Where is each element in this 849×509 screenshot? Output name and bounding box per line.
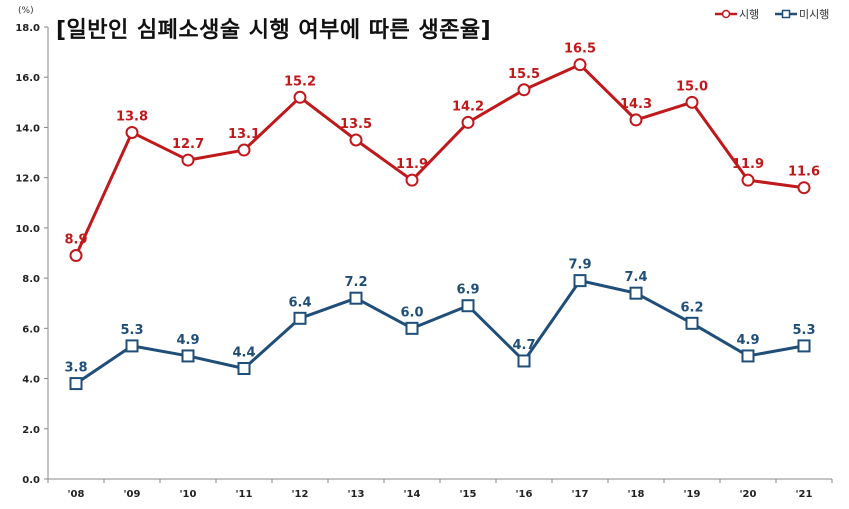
data-point xyxy=(461,299,475,313)
legend-item-series-1: 미시행 xyxy=(775,6,829,22)
data-label: 6.9 xyxy=(456,283,479,298)
data-label: 13.1 xyxy=(228,127,260,142)
data-label: 4.4 xyxy=(232,346,255,361)
data-point xyxy=(125,339,139,353)
data-point xyxy=(405,321,419,335)
data-point xyxy=(517,354,531,368)
data-point xyxy=(181,153,195,167)
x-tick-label: '17 xyxy=(572,489,589,500)
data-point xyxy=(405,173,419,187)
series-line-0 xyxy=(74,63,805,257)
y-tick-label: 8.0 xyxy=(22,274,40,285)
chart-title: [일반인 심폐소생술 시행 여부에 따른 생존율] xyxy=(56,18,492,43)
y-tick-label: 14.0 xyxy=(15,123,40,134)
y-unit-label: (%) xyxy=(18,6,34,16)
legend-marker-circle-icon xyxy=(715,9,737,19)
data-label: 15.2 xyxy=(284,74,316,89)
data-point xyxy=(629,286,643,300)
data-point xyxy=(237,143,251,157)
x-tick-label: '08 xyxy=(68,489,85,500)
x-tick-label: '09 xyxy=(124,489,141,500)
legend-marker-square-icon xyxy=(775,9,797,19)
data-label: 8.9 xyxy=(64,233,87,248)
data-label: 16.5 xyxy=(564,42,596,57)
x-tick-label: '20 xyxy=(740,489,757,500)
data-label: 13.5 xyxy=(340,117,372,132)
data-point xyxy=(69,377,83,391)
x-tick-label: '13 xyxy=(348,489,365,500)
data-label: 14.3 xyxy=(620,97,652,112)
data-label: 12.7 xyxy=(172,137,204,152)
legend-label-series-1: 미시행 xyxy=(799,8,830,21)
y-tick-label: 12.0 xyxy=(15,174,40,185)
legend-item-series-0: 시행 xyxy=(715,6,759,22)
data-label: 11.9 xyxy=(396,157,428,172)
y-tick-label: 10.0 xyxy=(15,224,40,235)
x-tick-label: '19 xyxy=(684,489,701,500)
data-label: 5.3 xyxy=(120,323,143,338)
data-label: 6.0 xyxy=(400,305,423,320)
data-label: 11.6 xyxy=(788,165,820,180)
data-point xyxy=(741,173,755,187)
y-tick-label: 4.0 xyxy=(22,375,40,386)
data-label: 4.7 xyxy=(512,338,535,353)
x-tick-label: '12 xyxy=(292,489,309,500)
data-label: 6.4 xyxy=(288,295,311,310)
data-label: 7.9 xyxy=(568,258,591,273)
y-tick-label: 18.0 xyxy=(15,23,40,34)
x-tick-label: '10 xyxy=(180,489,197,500)
data-point xyxy=(573,274,587,288)
series-line-1 xyxy=(75,279,805,385)
data-point xyxy=(125,125,139,139)
data-label: 11.9 xyxy=(732,157,764,172)
data-point xyxy=(293,90,307,104)
y-tick-label: 6.0 xyxy=(22,324,40,335)
data-point xyxy=(349,291,363,305)
data-point xyxy=(629,113,643,127)
x-tick-label: '14 xyxy=(404,489,421,500)
x-tick-label: '15 xyxy=(460,489,477,500)
data-point xyxy=(797,181,811,195)
data-point xyxy=(517,83,531,97)
data-label: 4.9 xyxy=(736,333,759,348)
data-label: 3.8 xyxy=(64,361,87,376)
data-label: 7.2 xyxy=(344,275,367,290)
y-tick-label: 16.0 xyxy=(15,73,40,84)
data-label: 5.3 xyxy=(792,323,815,338)
data-label: 14.2 xyxy=(452,99,484,114)
x-tick-label: '11 xyxy=(236,489,253,500)
data-point xyxy=(349,133,363,147)
data-point xyxy=(237,362,251,376)
data-label: 7.4 xyxy=(624,270,647,285)
y-tick-label: 2.0 xyxy=(22,425,40,436)
data-point xyxy=(797,339,811,353)
data-point xyxy=(685,316,699,330)
data-label: 15.5 xyxy=(508,67,540,82)
data-point xyxy=(69,249,83,263)
data-point xyxy=(741,349,755,363)
y-tick-label: 0.0 xyxy=(22,475,40,486)
x-tick-label: '18 xyxy=(628,489,645,500)
x-tick-label: '16 xyxy=(516,489,533,500)
data-point xyxy=(685,95,699,109)
legend-label-series-0: 시행 xyxy=(739,8,760,21)
data-label: 15.0 xyxy=(676,79,708,94)
data-point xyxy=(573,58,587,72)
data-point xyxy=(293,311,307,325)
data-label: 4.9 xyxy=(176,333,199,348)
x-tick-label: '21 xyxy=(796,489,813,500)
data-label: 6.2 xyxy=(680,300,703,315)
data-label: 13.8 xyxy=(116,109,148,124)
data-point xyxy=(461,115,475,129)
data-point xyxy=(181,349,195,363)
